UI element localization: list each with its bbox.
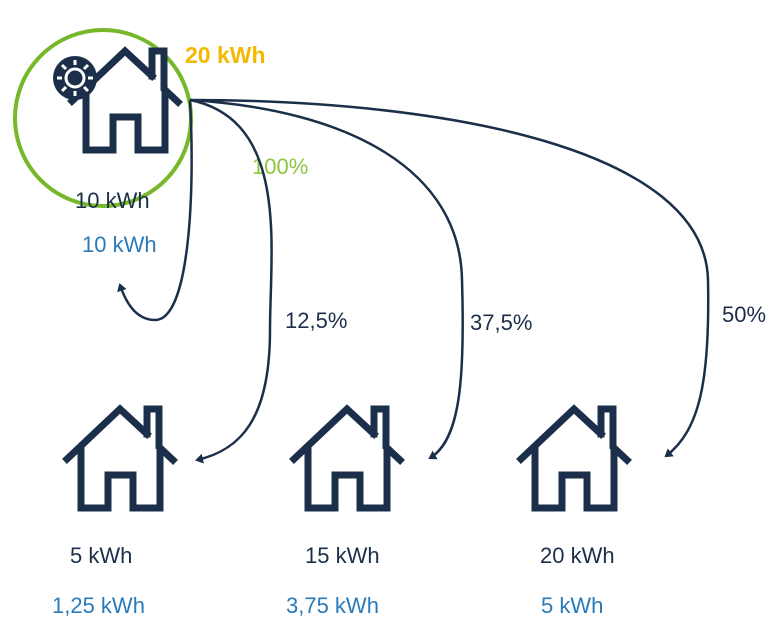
target-house: [67, 409, 173, 508]
target-share: 12,5%: [285, 308, 347, 333]
target-house: [294, 409, 400, 508]
target-house: [521, 409, 627, 508]
source-received: 10 kWh: [82, 232, 157, 257]
arrow: [189, 98, 273, 464]
target-consumption: 15 kWh: [305, 543, 380, 568]
target-received: 3,75 kWh: [286, 593, 379, 618]
solar-icon: [53, 56, 97, 100]
target-share: 50%: [722, 302, 766, 327]
arrow: [117, 99, 193, 322]
arrow: [189, 98, 710, 458]
target-consumption: 5 kWh: [70, 543, 132, 568]
target-received: 5 kWh: [541, 593, 603, 618]
source-consumption: 10 kWh: [75, 188, 150, 213]
target-share: 37,5%: [470, 310, 532, 335]
target-consumption: 20 kWh: [540, 543, 615, 568]
target-received: 1,25 kWh: [52, 593, 145, 618]
arrow: [189, 98, 464, 460]
source-production: 20 kWh: [185, 42, 266, 68]
